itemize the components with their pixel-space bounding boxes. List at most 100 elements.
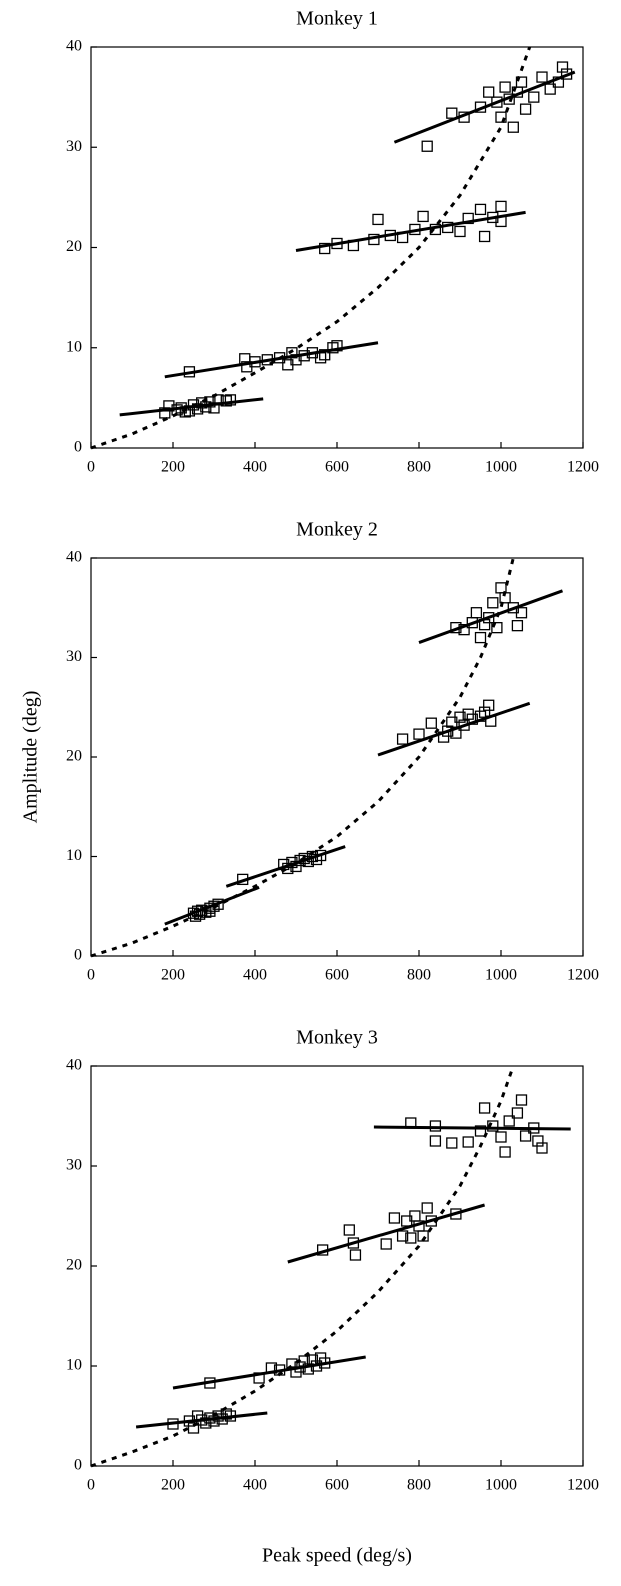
x-tick-label: 600 [325, 1477, 349, 1494]
data-point [319, 242, 331, 255]
data-point [212, 1410, 224, 1422]
data-point [446, 107, 458, 119]
data-point [191, 905, 204, 917]
fit-line [418, 589, 564, 644]
fit-line [172, 1355, 366, 1390]
x-tick-label: 1200 [567, 1477, 599, 1494]
data-point [462, 1136, 474, 1148]
data-point [474, 203, 487, 216]
data-point [483, 699, 495, 711]
x-tick-label: 200 [161, 967, 185, 984]
y-tick-label: 20 [66, 748, 82, 765]
data-point [515, 76, 528, 88]
data-point [507, 121, 519, 133]
data-point [536, 1142, 548, 1154]
y-tick-label: 10 [66, 338, 82, 355]
data-point [495, 1131, 507, 1143]
data-point [499, 1146, 511, 1158]
data-point [478, 230, 491, 243]
data-point [380, 1238, 392, 1250]
fit-line [295, 210, 526, 252]
y-tick-label: 20 [66, 238, 82, 255]
y-tick-label: 0 [74, 439, 82, 456]
y-tick-label: 0 [74, 1457, 82, 1474]
data-point [474, 631, 487, 644]
y-tick-label: 40 [66, 549, 82, 566]
y-tick-label: 30 [66, 1157, 82, 1174]
fit-line [164, 341, 379, 379]
data-point [454, 225, 466, 238]
plot-frame [90, 46, 584, 449]
data-point [187, 907, 200, 919]
x-tick-label: 1000 [485, 1477, 517, 1494]
y-tick-label: 40 [66, 1057, 82, 1074]
fit-line [287, 1203, 486, 1264]
data-point [159, 407, 171, 419]
fit-line [119, 397, 264, 417]
data-point [413, 728, 425, 740]
data-point [454, 711, 466, 723]
fit-curve [90, 46, 532, 450]
data-point [499, 592, 511, 604]
data-point [220, 395, 232, 407]
data-point [491, 96, 503, 108]
data-point [556, 61, 569, 73]
data-point [499, 81, 511, 93]
x-tick-label: 400 [243, 459, 267, 476]
data-point [396, 733, 409, 745]
data-point [425, 717, 437, 729]
fit-line [135, 1411, 268, 1429]
data-point [519, 103, 532, 115]
data-point [495, 200, 507, 213]
data-point [495, 111, 507, 123]
data-point [388, 1212, 401, 1224]
x-tick-label: 0 [87, 1477, 95, 1494]
data-point [220, 1408, 232, 1420]
y-tick-label: 0 [74, 947, 82, 964]
data-point [511, 1107, 524, 1119]
data-point [515, 607, 528, 619]
x-tick-label: 1000 [485, 459, 517, 476]
y-tick-label: 20 [66, 1257, 82, 1274]
data-point [491, 622, 503, 634]
data-point [204, 396, 216, 408]
data-point [446, 1137, 458, 1149]
data-point [503, 1115, 515, 1127]
data-point [487, 597, 499, 609]
x-tick-label: 0 [87, 967, 95, 984]
x-tick-label: 1200 [567, 967, 599, 984]
fit-curve [90, 557, 515, 958]
data-point [191, 403, 204, 415]
data-point [310, 853, 323, 866]
chart-title: Monkey 1 [296, 8, 378, 30]
data-point [536, 71, 548, 83]
data-point [470, 607, 483, 619]
data-point [442, 725, 454, 737]
data-point [483, 86, 495, 98]
data-point [405, 1232, 417, 1244]
y-tick-label: 10 [66, 847, 82, 864]
x-tick-label: 400 [243, 967, 267, 984]
x-tick-label: 1000 [485, 967, 517, 984]
chart-title: Monkey 2 [296, 519, 378, 541]
data-point [396, 1230, 409, 1242]
data-point [187, 1422, 200, 1434]
data-point [515, 1094, 528, 1106]
data-point [478, 1102, 491, 1114]
x-axis-label: Peak speed (deg/s) [262, 1545, 412, 1567]
data-point [532, 1135, 544, 1147]
x-tick-label: 0 [87, 459, 95, 476]
plot-frame [90, 557, 584, 957]
data-point [519, 1130, 532, 1142]
fit-line [225, 845, 346, 888]
x-tick-label: 200 [161, 1477, 185, 1494]
x-tick-label: 800 [407, 967, 431, 984]
y-tick-label: 30 [66, 138, 82, 155]
data-point [544, 83, 556, 95]
data-point [417, 1230, 429, 1242]
y-tick-label: 10 [66, 1357, 82, 1374]
data-point [343, 1224, 355, 1236]
data-point [421, 140, 433, 152]
x-tick-label: 200 [161, 459, 185, 476]
